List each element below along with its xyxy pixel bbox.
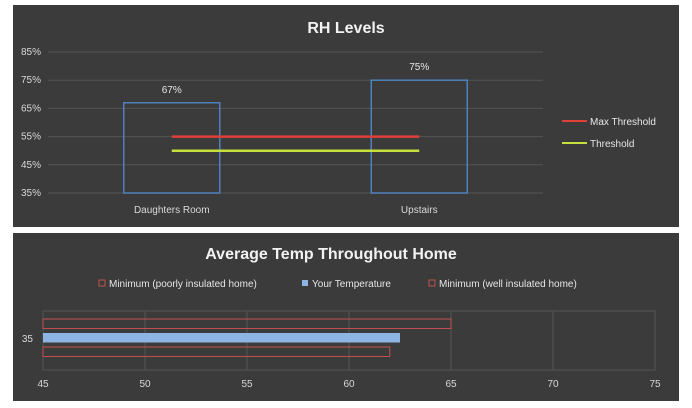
temp-plot-area: 45 50 55 60 65 70 75 35 Minimum (poorly insulate… [22,279,661,390]
x-tick-label: 50 [139,379,151,390]
y-tick-label: 65% [21,103,41,114]
chart-title: Average Temp Throughout Home [205,246,457,263]
rh-levels-chart-panel: RH Levels 35% 45% 55% 65% 75% 85% 67% Daughters… [13,5,679,227]
y-tick-label: 55% [21,132,41,143]
bar [42,346,391,357]
legend-label: Minimum (well insulated home) [439,279,577,290]
bar [43,333,400,343]
legend-label: Max Threshold [590,117,656,128]
y-tick-label: 45% [21,160,41,171]
x-tick-label: 55 [241,379,253,390]
legend-swatch [98,279,106,287]
x-tick-label: Upstairs [401,205,438,216]
rh-plot-area: 35% 45% 55% 65% 75% 85% 67% Daughters Room 75% Up… [21,47,656,216]
bar [123,102,221,194]
bar-data-label: 75% [409,62,429,73]
rh-levels-chart: RH Levels 35% 45% 55% 65% 75% 85% 67% Daughters… [21,20,656,216]
bar [42,318,452,329]
y-tick-label: 35 [22,334,34,345]
chart-title: RH Levels [307,20,384,37]
legend-swatch [302,280,308,286]
y-tick-label: 35% [21,188,41,199]
bar-data-label: 67% [162,85,182,96]
x-tick-label: 75 [649,379,661,390]
y-tick-label: 75% [21,75,41,86]
legend-swatch [428,279,436,287]
avg-temp-chart: Average Temp Throughout Home 45 50 55 60 65 7… [22,246,661,390]
legend-label: Your Temperature [312,279,391,290]
x-tick-label: 45 [37,379,49,390]
legend-label: Threshold [590,139,634,150]
x-tick-label: 65 [445,379,457,390]
x-tick-label: 60 [343,379,355,390]
x-tick-label: 70 [547,379,559,390]
x-tick-label: Daughters Room [134,205,210,216]
y-tick-label: 85% [21,47,41,58]
legend-label: Minimum (poorly insulated home) [109,279,257,290]
avg-temp-chart-panel: Average Temp Throughout Home 45 50 55 60 65 7… [13,233,679,401]
